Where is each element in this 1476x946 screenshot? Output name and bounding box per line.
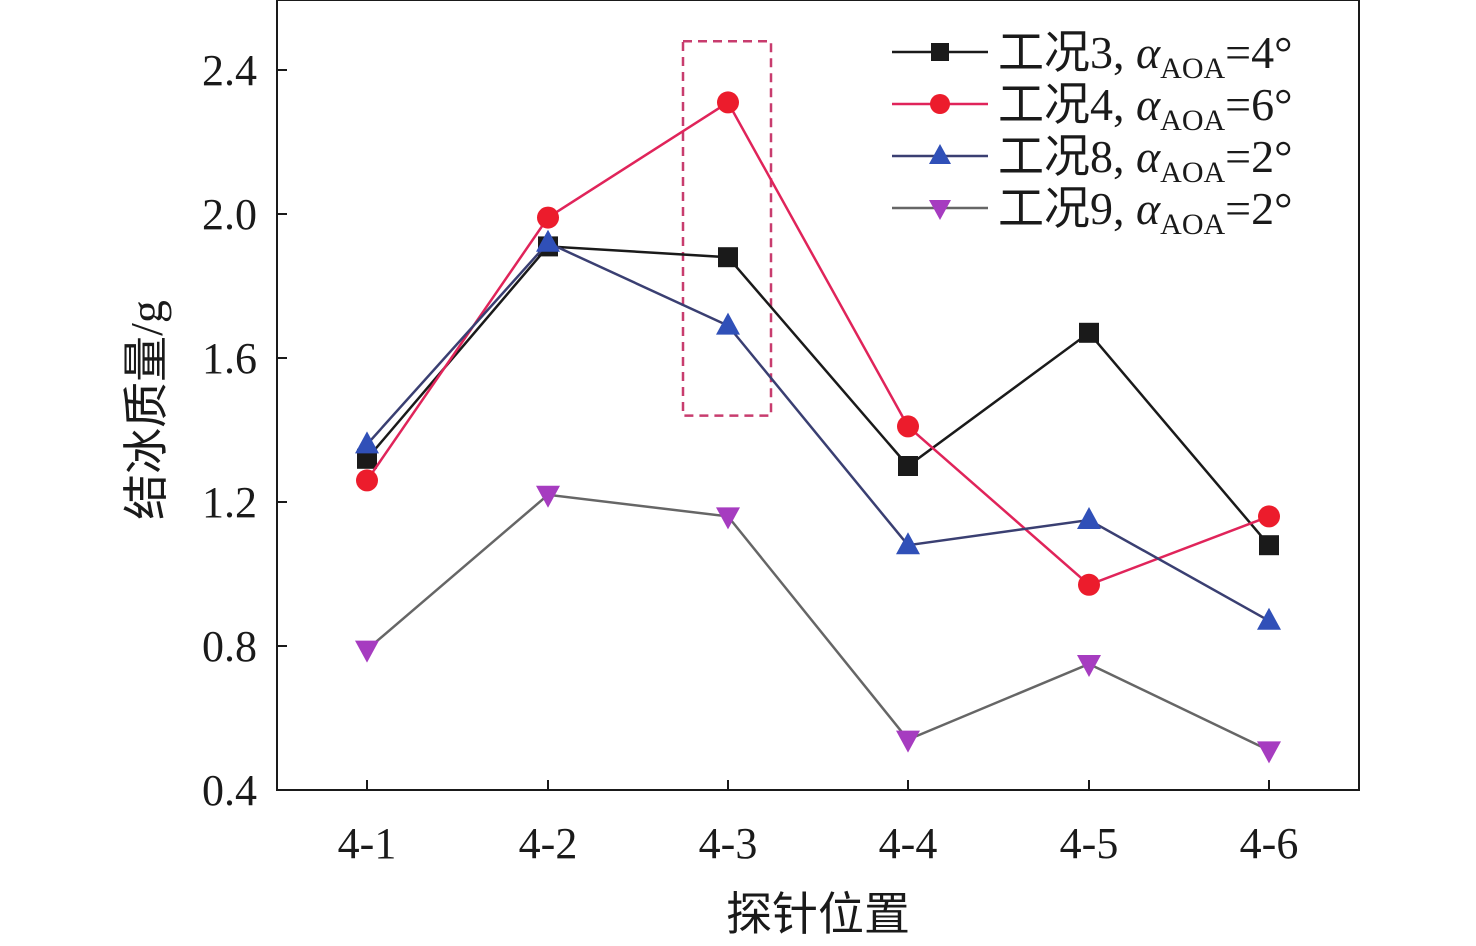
- triangle-down-marker: [1077, 655, 1101, 677]
- triangle-up-marker: [896, 532, 920, 555]
- y-axis-label: 结冰质量/g: [121, 300, 172, 520]
- square-marker: [1079, 322, 1099, 343]
- circle-marker: [897, 415, 919, 438]
- series-group: [355, 91, 1281, 764]
- circle-marker: [1078, 573, 1100, 596]
- x-tick-label: 4-5: [1060, 819, 1119, 868]
- triangle-down-marker: [929, 200, 951, 220]
- series-1: [357, 236, 1279, 556]
- legend-label: 工况8, αAOA=2°: [998, 131, 1293, 189]
- legend-label: 工况3, αAOA=4°: [998, 27, 1293, 85]
- legend: 工况3, αAOA=4°工况4, αAOA=6°工况8, αAOA=2°工况9,…: [892, 27, 1293, 241]
- y-tick-label: 1.2: [202, 478, 257, 527]
- series-line: [366, 245, 1270, 547]
- triangle-up-marker: [355, 431, 379, 454]
- y-tick-label: 0.8: [202, 622, 257, 671]
- triangle-down-marker: [1257, 741, 1281, 764]
- circle-marker: [537, 206, 559, 229]
- triangle-down-marker: [716, 507, 740, 530]
- y-tick-label: 2.0: [202, 190, 257, 239]
- legend-item: 工况9, αAOA=2°: [892, 183, 1293, 241]
- triangle-down-marker: [536, 485, 560, 508]
- triangle-up-marker: [1077, 507, 1101, 529]
- x-tick-label: 4-4: [879, 819, 938, 868]
- square-marker: [718, 247, 738, 268]
- circle-marker: [717, 91, 739, 114]
- series-line: [366, 241, 1270, 622]
- circle-marker: [356, 469, 378, 492]
- triangle-up-marker: [1257, 607, 1281, 630]
- series-4: [355, 485, 1281, 764]
- series-2: [356, 91, 1280, 596]
- y-tick-label: 2.4: [202, 46, 257, 95]
- triangle-up-marker: [536, 229, 560, 252]
- y-tick-label: 1.6: [202, 334, 257, 383]
- series-line: [366, 493, 1270, 752]
- triangle-down-marker: [896, 730, 920, 753]
- x-axis-label: 探针位置: [726, 889, 910, 940]
- legend-item: 工况8, αAOA=2°: [892, 131, 1293, 189]
- x-tick-label: 4-2: [519, 819, 578, 868]
- x-tick-label: 4-3: [699, 819, 758, 868]
- square-marker: [357, 448, 377, 469]
- x-tick-label: 4-6: [1240, 819, 1299, 868]
- circle-marker: [930, 94, 950, 114]
- legend-item: 工况3, αAOA=4°: [892, 27, 1293, 85]
- triangle-up-marker: [929, 144, 951, 164]
- x-tick-label: 4-1: [338, 819, 397, 868]
- legend-label: 工况9, αAOA=2°: [998, 183, 1293, 241]
- circle-marker: [1258, 505, 1280, 528]
- legend-label: 工况4, αAOA=6°: [998, 79, 1293, 137]
- triangle-up-marker: [716, 312, 740, 335]
- square-marker: [898, 456, 918, 476]
- axes: 0.4 0.8 1.2 1.6 2.0 2.4 4-1 4-2 4-3 4-4 4-5 4-6: [202, 0, 1360, 868]
- y-tick-label: 0.4: [202, 766, 257, 815]
- square-marker: [931, 43, 949, 61]
- legend-item: 工况4, αAOA=6°: [892, 79, 1293, 137]
- highlight-dashed-box: [681, 39, 773, 417]
- series-3: [355, 229, 1281, 630]
- square-marker: [1259, 535, 1279, 556]
- triangle-down-marker: [355, 640, 379, 663]
- plot-frame: [276, 0, 1360, 791]
- annotations: [681, 39, 773, 417]
- series-line: [365, 100, 1270, 587]
